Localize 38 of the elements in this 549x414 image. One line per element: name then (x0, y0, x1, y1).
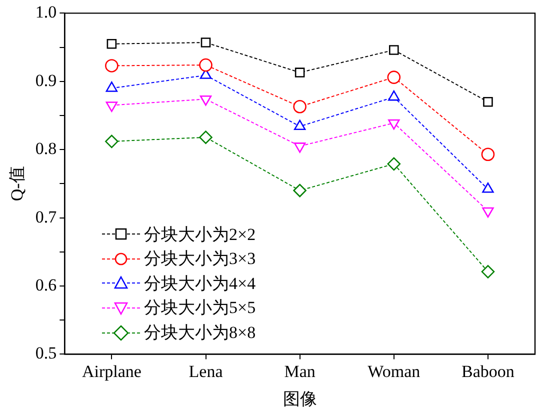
y-tick-label: 0.6 (35, 275, 57, 294)
point (200, 95, 212, 106)
point (106, 102, 118, 112)
y-tick-label: 0.9 (35, 70, 57, 90)
point (389, 45, 399, 55)
y-tick-label: 0.7 (35, 207, 58, 226)
point (483, 96, 493, 107)
point (105, 59, 118, 72)
y-tick-label: 0.5 (35, 344, 57, 363)
point (481, 148, 495, 162)
legend-label: 分块大小为3×3 (144, 249, 256, 268)
x-tick-label: Woman (368, 362, 421, 381)
x-tick-label: Airplane (82, 362, 142, 381)
point (294, 142, 306, 153)
point (105, 134, 118, 148)
legend-label: 分块大小为2×2 (144, 224, 256, 244)
point (293, 184, 306, 198)
y-tick-label: 0.8 (35, 139, 57, 158)
point (482, 207, 494, 218)
point (293, 100, 306, 114)
legend-label: 分块大小为5×5 (144, 298, 256, 318)
point (199, 58, 212, 72)
point (106, 39, 117, 49)
legend-label: 分块大小为8×8 (144, 323, 256, 342)
x-tick-label: Lena (188, 362, 224, 381)
point (294, 68, 305, 78)
y-axis-title: Q-值 (8, 166, 27, 202)
x-tick-label: Baboon (462, 362, 515, 381)
x-axis-title: 图像 (282, 389, 317, 408)
point (387, 70, 401, 84)
point (200, 38, 211, 48)
point (199, 130, 212, 144)
legend-label: 分块大小为4×4 (144, 274, 256, 293)
y-tick-label: 1.0 (35, 2, 57, 22)
point (387, 157, 401, 171)
x-tick-label: Man (284, 362, 316, 381)
point (481, 265, 495, 278)
point (388, 119, 400, 130)
